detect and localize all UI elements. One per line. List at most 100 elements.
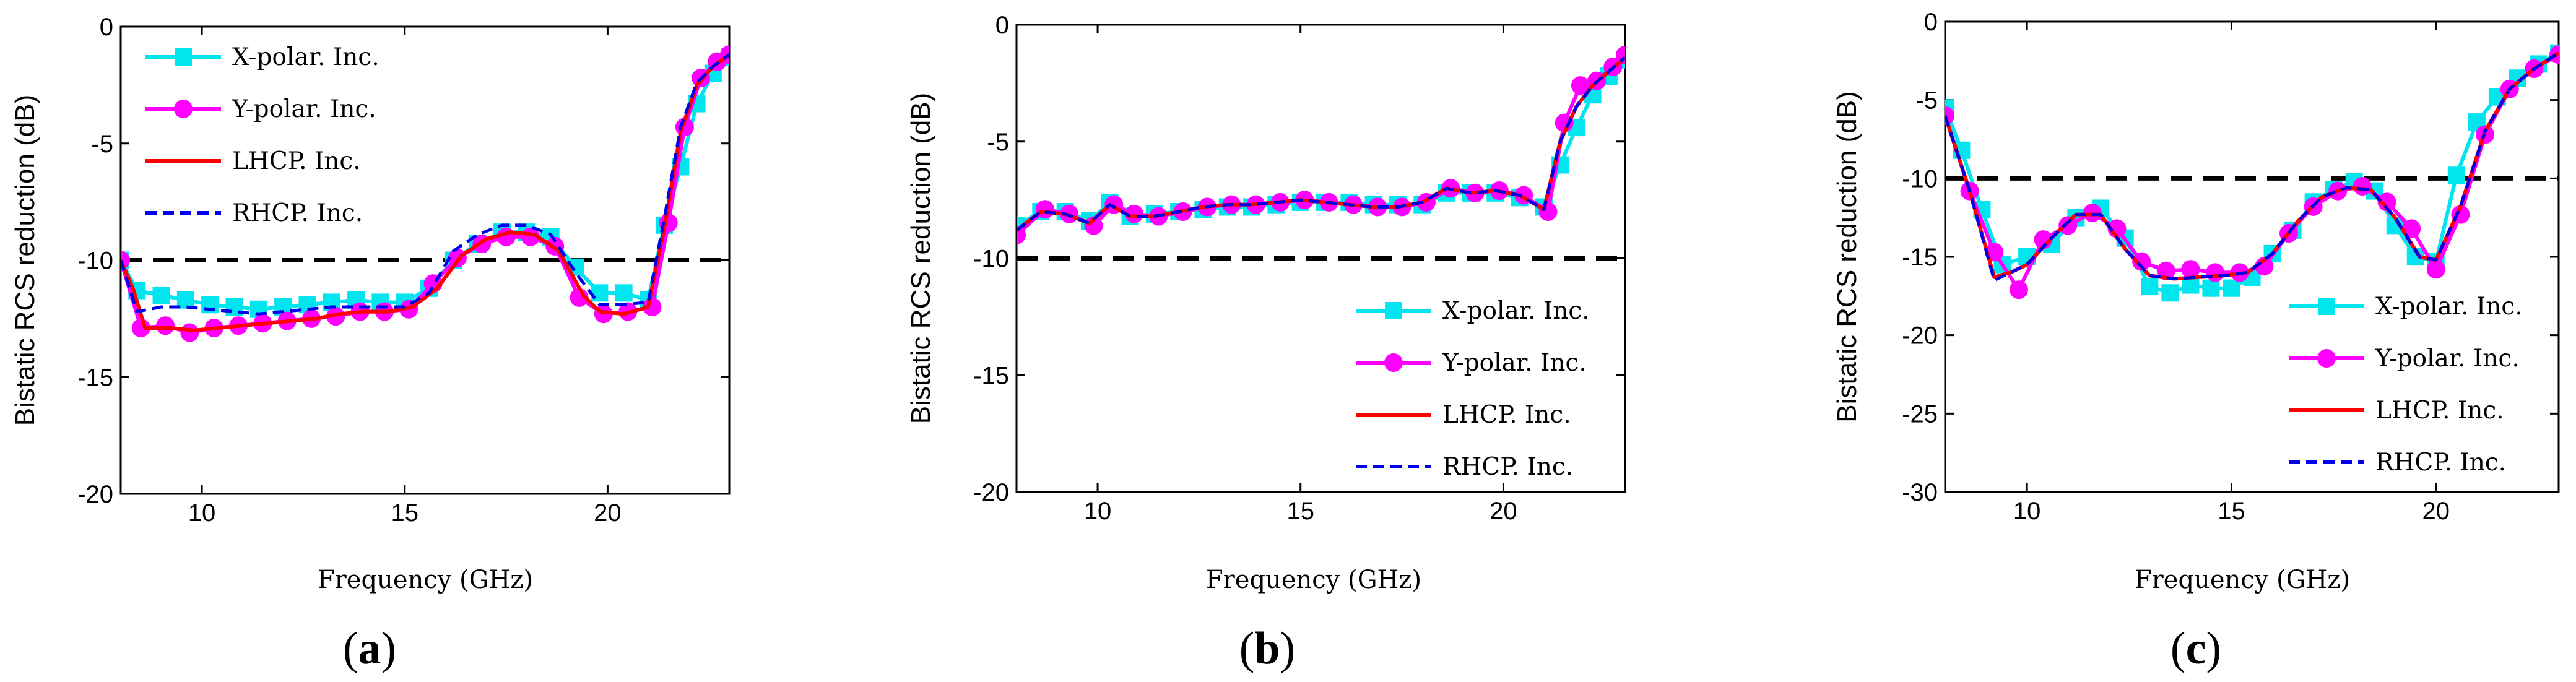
legend-label: RHCP. Inc. <box>2375 449 2506 477</box>
x-tick-label: 15 <box>1286 498 1314 525</box>
legend-label: LHCP. Inc. <box>232 147 361 175</box>
y-tick-label: -10 <box>973 246 1009 273</box>
panel-label-letter: c <box>2186 623 2206 674</box>
data-point-x-polar <box>2202 279 2220 297</box>
legend-marker-square <box>175 48 192 66</box>
data-point-y-polar <box>1538 202 1558 221</box>
series-group <box>121 45 729 342</box>
legend-label: X-polar. Inc. <box>1442 297 1590 325</box>
y-tick-label: -15 <box>1902 244 1938 271</box>
data-point-y-polar <box>2206 263 2225 282</box>
x-axis-title: Frequency (GHz) <box>2135 566 2350 594</box>
y-tick-label: -15 <box>77 364 113 391</box>
legend-label: X-polar. Inc. <box>232 43 379 71</box>
series-line-x-polar-inc <box>121 55 729 311</box>
panel-label-paren-open: ( <box>2171 623 2186 674</box>
data-point-x-polar <box>615 284 633 302</box>
data-point-y-polar <box>2058 216 2078 235</box>
panel-label-letter: b <box>1254 623 1280 674</box>
legend-label: Y-polar. Inc. <box>232 95 376 123</box>
x-tick-label: 20 <box>594 499 622 527</box>
legend: X-polar. Inc. Y-polar. Inc. LHCP. Inc. RHCP… <box>145 43 379 227</box>
panel-label-paren-close: ) <box>2206 623 2221 674</box>
legend-label: RHCP. Inc. <box>1442 453 1573 481</box>
panel-label: (a) <box>343 623 396 674</box>
series-line-x-polar-inc <box>1945 51 2559 295</box>
series-line-y-polar-inc <box>121 53 729 335</box>
data-point-y-polar <box>1555 113 1574 132</box>
data-point-x-polar <box>2161 284 2179 302</box>
series-line-lhcp-inc <box>1945 51 2559 281</box>
data-point-y-polar <box>2181 260 2200 279</box>
legend-label: Y-polar. Inc. <box>1442 349 1587 377</box>
x-axis-title: Frequency (GHz) <box>318 566 533 594</box>
x-tick-label: 10 <box>2013 498 2041 525</box>
data-point-y-polar <box>180 323 199 342</box>
legend: X-polar. Inc. Y-polar. Inc. LHCP. Inc. RHCP… <box>2289 293 2523 477</box>
y-tick-label: 0 <box>100 14 113 41</box>
series-line-rhcp-inc <box>121 53 729 316</box>
data-point-y-polar <box>1125 204 1144 223</box>
y-tick-label: 0 <box>1924 9 1938 36</box>
data-point-y-polar <box>2132 252 2151 271</box>
x-tick-label: 10 <box>188 499 216 527</box>
series-line-rhcp-inc <box>1017 56 1625 232</box>
panel-label-paren-close: ) <box>1280 623 1296 674</box>
y-tick-label: -10 <box>77 248 113 275</box>
x-axis-title: Frequency (GHz) <box>1206 566 1421 594</box>
x-tick-label: 20 <box>2422 498 2450 525</box>
x-tick-label: 10 <box>1084 498 1112 525</box>
panel-label: (b) <box>1239 623 1295 674</box>
y-tick-label: -5 <box>91 131 113 158</box>
y-tick-label: -5 <box>987 129 1009 156</box>
data-point-x-polar <box>2223 279 2240 297</box>
y-axis-title: Bistatic RCS reduction (dB) <box>906 93 936 425</box>
data-point-x-polar <box>2141 278 2159 296</box>
panel-label-paren-open: ( <box>343 623 358 674</box>
legend-label: Y-polar. Inc. <box>2375 345 2520 373</box>
x-tick-label: 15 <box>2218 498 2245 525</box>
legend-label: X-polar. Inc. <box>2375 293 2523 321</box>
y-tick-label: 0 <box>995 12 1009 39</box>
data-point-y-polar <box>2353 177 2372 196</box>
x-tick-label: 15 <box>391 499 418 527</box>
legend-marker-square <box>1385 302 1402 319</box>
y-tick-label: -20 <box>1902 322 1938 350</box>
legend-marker-square <box>2318 298 2335 315</box>
y-tick-label: -5 <box>1915 87 1938 114</box>
y-tick-label: -20 <box>973 479 1009 506</box>
y-tick-label: -20 <box>77 481 113 508</box>
y-tick-label: -30 <box>1902 479 1938 506</box>
legend-label: LHCP. Inc. <box>2375 397 2504 425</box>
chart-panel-b: 0 -5 -10 -15 -20 10 15 20 X-polar. Inc. Y-polar. … <box>906 12 1626 674</box>
y-tick-label: -25 <box>1902 400 1938 428</box>
data-point-y-polar <box>156 316 175 335</box>
legend-marker-circle <box>2317 349 2336 368</box>
chart-panel-a: 0 -5 -10 -15 -20 10 15 20 X-polar. Inc. Y-polar. … <box>10 14 731 674</box>
legend-label: RHCP. Inc. <box>232 199 363 227</box>
series-group <box>1945 44 2559 302</box>
legend: X-polar. Inc. Y-polar. Inc. LHCP. Inc. RHCP… <box>1356 297 1590 481</box>
legend-label: LHCP. Inc. <box>1442 401 1571 429</box>
x-tick-label: 20 <box>1490 498 1517 525</box>
y-tick-label: -10 <box>1902 165 1938 192</box>
data-point-y-polar <box>131 318 150 337</box>
panel-label-paren-close: ) <box>381 623 397 674</box>
data-point-x-polar <box>2447 166 2465 184</box>
panel-label-letter: a <box>358 623 381 674</box>
data-point-y-polar <box>2377 192 2396 212</box>
data-point-y-polar <box>1084 216 1103 235</box>
legend-marker-circle <box>174 100 193 118</box>
legend-marker-circle <box>1384 353 1403 372</box>
series-group <box>1017 46 1625 244</box>
panel-label: (c) <box>2171 623 2221 674</box>
y-axis-title: Bistatic RCS reduction (dB) <box>10 95 40 426</box>
y-axis-title: Bistatic RCS reduction (dB) <box>1832 91 1862 423</box>
data-point-y-polar <box>1571 76 1590 95</box>
data-point-y-polar <box>2009 280 2028 300</box>
data-point-y-polar <box>2426 260 2445 279</box>
data-point-x-polar <box>152 287 170 304</box>
chart-panel-c: 0 -5 -10 -15 -20 -25 -30 10 15 20 X-polar. Inc. Y-p… <box>1832 9 2560 674</box>
y-tick-label: -15 <box>973 362 1009 389</box>
